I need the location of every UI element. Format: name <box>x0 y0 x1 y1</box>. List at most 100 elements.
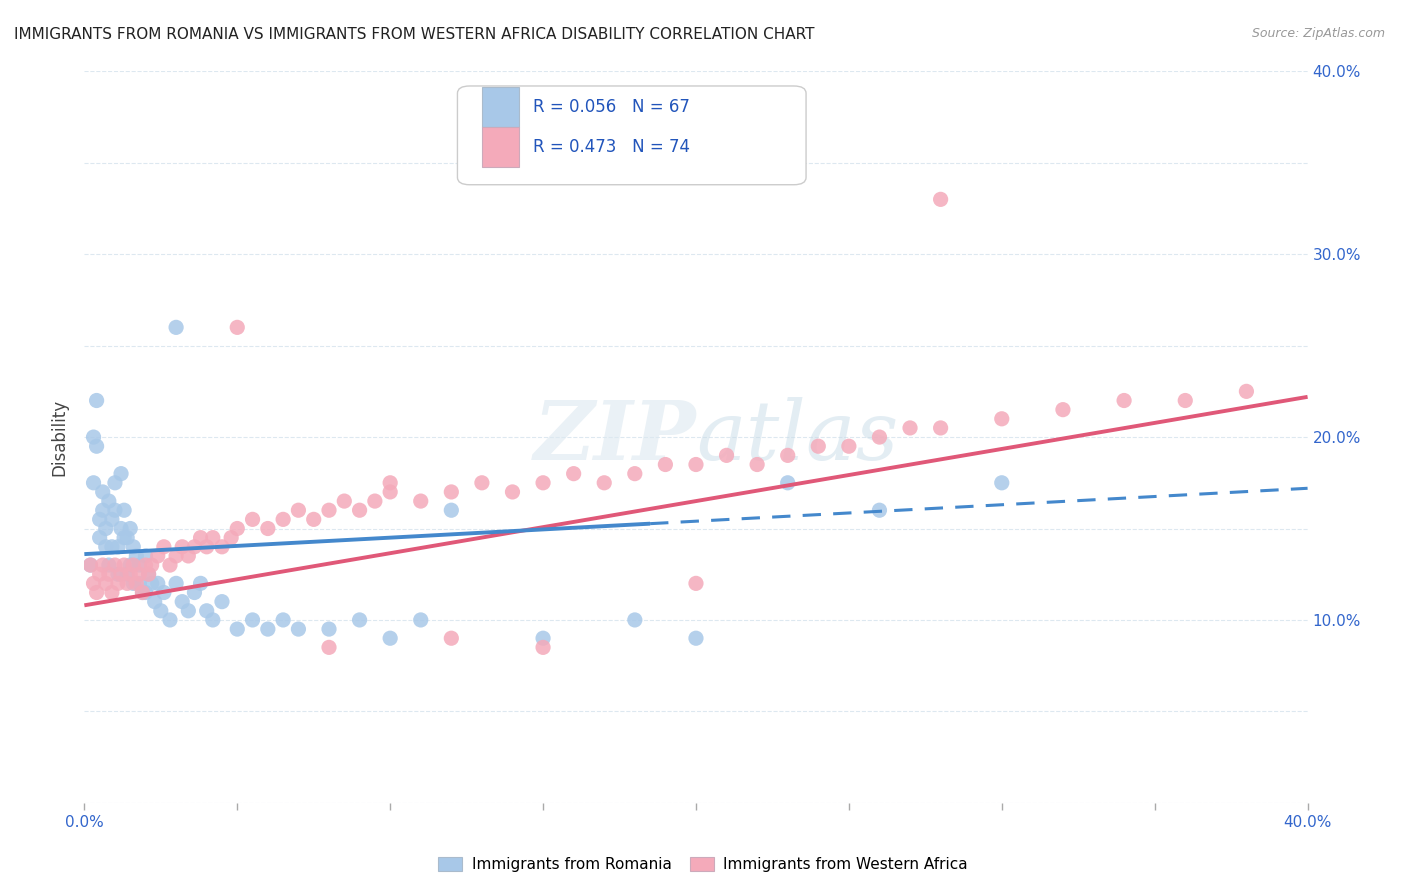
Point <box>138 567 160 582</box>
Point <box>242 613 264 627</box>
Point <box>138 567 160 582</box>
Point <box>257 521 280 535</box>
Point <box>110 521 132 535</box>
Point <box>716 448 738 462</box>
Point <box>593 475 616 490</box>
Point <box>91 558 114 573</box>
Point <box>112 503 135 517</box>
Point <box>83 475 105 490</box>
Point <box>302 512 325 526</box>
Point <box>153 540 176 554</box>
Point <box>1114 393 1136 408</box>
Point <box>929 421 952 435</box>
Point <box>747 458 769 472</box>
Point <box>141 576 163 591</box>
Point <box>165 576 187 591</box>
Point <box>115 531 138 545</box>
Point <box>86 585 108 599</box>
Point <box>211 540 233 554</box>
Point <box>91 503 114 517</box>
FancyBboxPatch shape <box>457 86 806 185</box>
Point <box>1236 384 1258 399</box>
Point <box>195 540 218 554</box>
Point <box>287 503 309 517</box>
Point <box>122 576 145 591</box>
Point <box>149 604 172 618</box>
Point <box>107 576 129 591</box>
Point <box>135 558 157 573</box>
Point <box>83 430 105 444</box>
Point <box>318 640 340 655</box>
Point <box>146 576 169 591</box>
Point <box>624 613 647 627</box>
Point <box>195 604 218 618</box>
Point <box>349 613 371 627</box>
Point <box>318 503 340 517</box>
Text: R = 0.056   N = 67: R = 0.056 N = 67 <box>533 98 690 116</box>
Point <box>125 576 148 591</box>
Point <box>287 622 309 636</box>
Point <box>131 585 153 599</box>
Point <box>201 531 224 545</box>
Point <box>89 531 111 545</box>
Point <box>349 503 371 517</box>
Point <box>869 503 891 517</box>
Point <box>531 640 554 655</box>
Point <box>201 613 224 627</box>
Point <box>1174 393 1197 408</box>
Point <box>159 558 181 573</box>
Point <box>107 540 129 554</box>
Point <box>685 632 707 646</box>
Text: atlas: atlas <box>696 397 898 477</box>
Point <box>380 475 402 490</box>
Point <box>440 485 463 500</box>
Point <box>97 567 120 582</box>
Point <box>165 320 187 334</box>
Point <box>685 458 707 472</box>
Point <box>333 494 356 508</box>
Legend: Immigrants from Romania, Immigrants from Western Africa: Immigrants from Romania, Immigrants from… <box>430 849 976 880</box>
Point <box>271 512 294 526</box>
Point <box>146 549 169 563</box>
Text: IMMIGRANTS FROM ROMANIA VS IMMIGRANTS FROM WESTERN AFRICA DISABILITY CORRELATION: IMMIGRANTS FROM ROMANIA VS IMMIGRANTS FR… <box>14 27 814 42</box>
Point <box>211 594 233 608</box>
Point <box>120 521 142 535</box>
Point <box>128 558 150 573</box>
Point <box>79 558 101 573</box>
Point <box>141 558 163 573</box>
Point <box>104 558 127 573</box>
Point <box>112 558 135 573</box>
Point <box>409 613 432 627</box>
FancyBboxPatch shape <box>482 87 519 127</box>
Point <box>135 549 157 563</box>
Point <box>125 549 148 563</box>
Point <box>83 576 105 591</box>
Point <box>685 576 707 591</box>
Point <box>104 475 127 490</box>
Point <box>190 531 212 545</box>
Point <box>122 540 145 554</box>
Point <box>128 567 150 582</box>
Y-axis label: Disability: Disability <box>51 399 69 475</box>
Point <box>101 512 124 526</box>
Point <box>101 540 124 554</box>
Point <box>562 467 585 481</box>
Point <box>177 549 200 563</box>
Point <box>101 585 124 599</box>
Point <box>94 521 117 535</box>
Point <box>807 439 830 453</box>
Point <box>929 192 952 206</box>
Text: R = 0.473   N = 74: R = 0.473 N = 74 <box>533 138 690 156</box>
Point <box>409 494 432 508</box>
Point <box>318 622 340 636</box>
Point <box>991 412 1014 426</box>
Point <box>89 567 111 582</box>
Point <box>624 467 647 481</box>
Point <box>97 558 120 573</box>
FancyBboxPatch shape <box>482 127 519 168</box>
Point <box>1052 402 1074 417</box>
Point <box>380 632 402 646</box>
Point <box>531 632 554 646</box>
Point <box>172 594 194 608</box>
Text: Source: ZipAtlas.com: Source: ZipAtlas.com <box>1251 27 1385 40</box>
